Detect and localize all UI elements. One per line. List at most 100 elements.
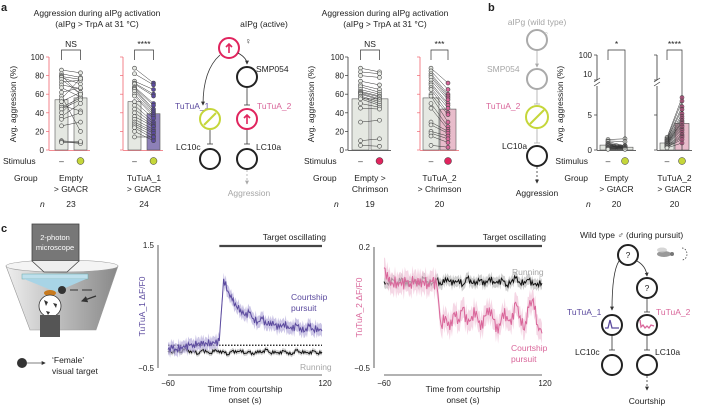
paired-line (134, 86, 154, 104)
paired-line (360, 103, 380, 108)
diagram-label-wildtype-male: Wild type ♂ (during pursuit) (580, 230, 683, 240)
paired-line (666, 113, 683, 142)
data-point-control (132, 129, 137, 134)
group-label: > GtACR (599, 184, 633, 194)
series-label: Running (300, 362, 332, 372)
data-point-control (132, 65, 137, 71)
stimulus-off-label: – (429, 156, 434, 166)
series-label: Courtship (511, 343, 548, 353)
n-row-label-b: n (586, 199, 591, 209)
y-axis-label-a-left: Avg. aggression (%) (8, 66, 18, 143)
group-label: Chrimson (352, 184, 389, 194)
stimulus-on-icon (444, 157, 452, 165)
microscope-label-line2: microscope (36, 243, 74, 252)
tutua2-neuron (636, 314, 658, 336)
paired-line (666, 134, 683, 147)
unknown-neuron-1 (617, 244, 639, 266)
microscope-label-line1: 2-photon (40, 233, 70, 242)
paired-line (61, 112, 81, 120)
target-dot (58, 286, 66, 294)
activity-increase-icon (605, 319, 619, 329)
data-point-stimulus (445, 136, 451, 142)
paired-line (666, 135, 683, 147)
tutua2-label: TuTuA_2 (656, 307, 691, 317)
paired-line (134, 116, 154, 127)
inhibit-line (534, 129, 540, 144)
lc10a-label: LC10a (256, 142, 281, 152)
paired-line (607, 143, 626, 147)
paired-line (430, 133, 449, 140)
paired-line (360, 84, 380, 90)
paired-line (134, 95, 154, 117)
y-tick-label: 80 (35, 72, 44, 81)
group-label: TuTuA_1 (127, 173, 162, 183)
paired-line (430, 135, 449, 143)
data-point-stimulus (151, 93, 156, 99)
microscope-objective (31, 260, 80, 273)
data-point-stimulus (445, 119, 451, 125)
paired-line (360, 96, 380, 104)
aggression-output-label: Aggression (516, 188, 559, 198)
data-point-stimulus (151, 134, 156, 140)
sem-band-running (168, 345, 322, 358)
data-point-control (428, 143, 434, 148)
x-tick-label: 120 (538, 379, 552, 388)
paired-line (134, 88, 154, 110)
circuit-diagram-c: Wild type ♂ (during pursuit) ? ? TuTuA_1… (567, 230, 691, 406)
diagram-label-aipg-active: aIPg (active) (240, 19, 288, 29)
y-axis-label-a-right: Avg. aggression (%) (306, 66, 316, 143)
visual-target-label-line2: visual target (52, 366, 98, 376)
series-label: Running (512, 267, 544, 277)
data-point-control (59, 106, 64, 112)
paired-line (666, 100, 683, 139)
up-arrow-icon (243, 113, 251, 124)
title-right-line1: Aggression during aIPg activation (322, 8, 449, 18)
data-point-stimulus (78, 110, 83, 116)
stimulus-on-icon (678, 157, 686, 165)
paired-line (61, 84, 81, 89)
stimulus-row-label-2: Stimulus (304, 156, 337, 166)
data-point-control (132, 103, 137, 108)
paired-line (134, 131, 154, 141)
data-point-control (59, 140, 64, 145)
bar-plot-a2: **** – TuTuA_1> GtACR 24 (120, 39, 163, 209)
data-point-stimulus (445, 105, 451, 111)
data-point-stimulus (78, 119, 83, 125)
lc10a-neuron (526, 145, 548, 167)
data-point-control (358, 73, 363, 78)
paired-line (666, 130, 683, 146)
arrow-aipg-to-tutua1 (201, 54, 221, 106)
paired-line (666, 109, 683, 141)
x-axis-label: Time from courtship (426, 384, 501, 394)
lc10a-neuron (636, 354, 658, 376)
treadmill-ball (38, 294, 62, 318)
y-axis-label-b: Avg. aggression (%) (555, 66, 565, 143)
paired-line (607, 140, 626, 142)
visual-target-icon (17, 358, 27, 368)
data-point-stimulus (445, 87, 451, 92)
paired-line (360, 95, 380, 102)
paired-line (134, 119, 154, 130)
inhibit-line (534, 90, 540, 105)
y-tick-label: 0 (40, 146, 45, 155)
paired-line (430, 94, 449, 115)
paired-line (61, 121, 81, 127)
paired-line (134, 94, 154, 115)
paired-line (134, 105, 154, 123)
data-point-stimulus (445, 97, 451, 103)
paired-line (61, 78, 81, 100)
paired-line (61, 77, 81, 85)
light-path (21, 273, 89, 280)
data-point-stimulus (377, 82, 382, 88)
bar-plot-a1: NS – Empty> GtACR 23 (46, 39, 90, 209)
activity-decrease-icon (639, 319, 655, 330)
unknown-label: ? (626, 250, 631, 260)
paired-line (61, 95, 81, 132)
y-tick-label: −0.5 (354, 364, 370, 373)
inhibit-lines (207, 130, 250, 145)
data-point-stimulus (151, 138, 156, 143)
unknown-label: ? (645, 283, 650, 293)
laser-cone (24, 279, 86, 292)
